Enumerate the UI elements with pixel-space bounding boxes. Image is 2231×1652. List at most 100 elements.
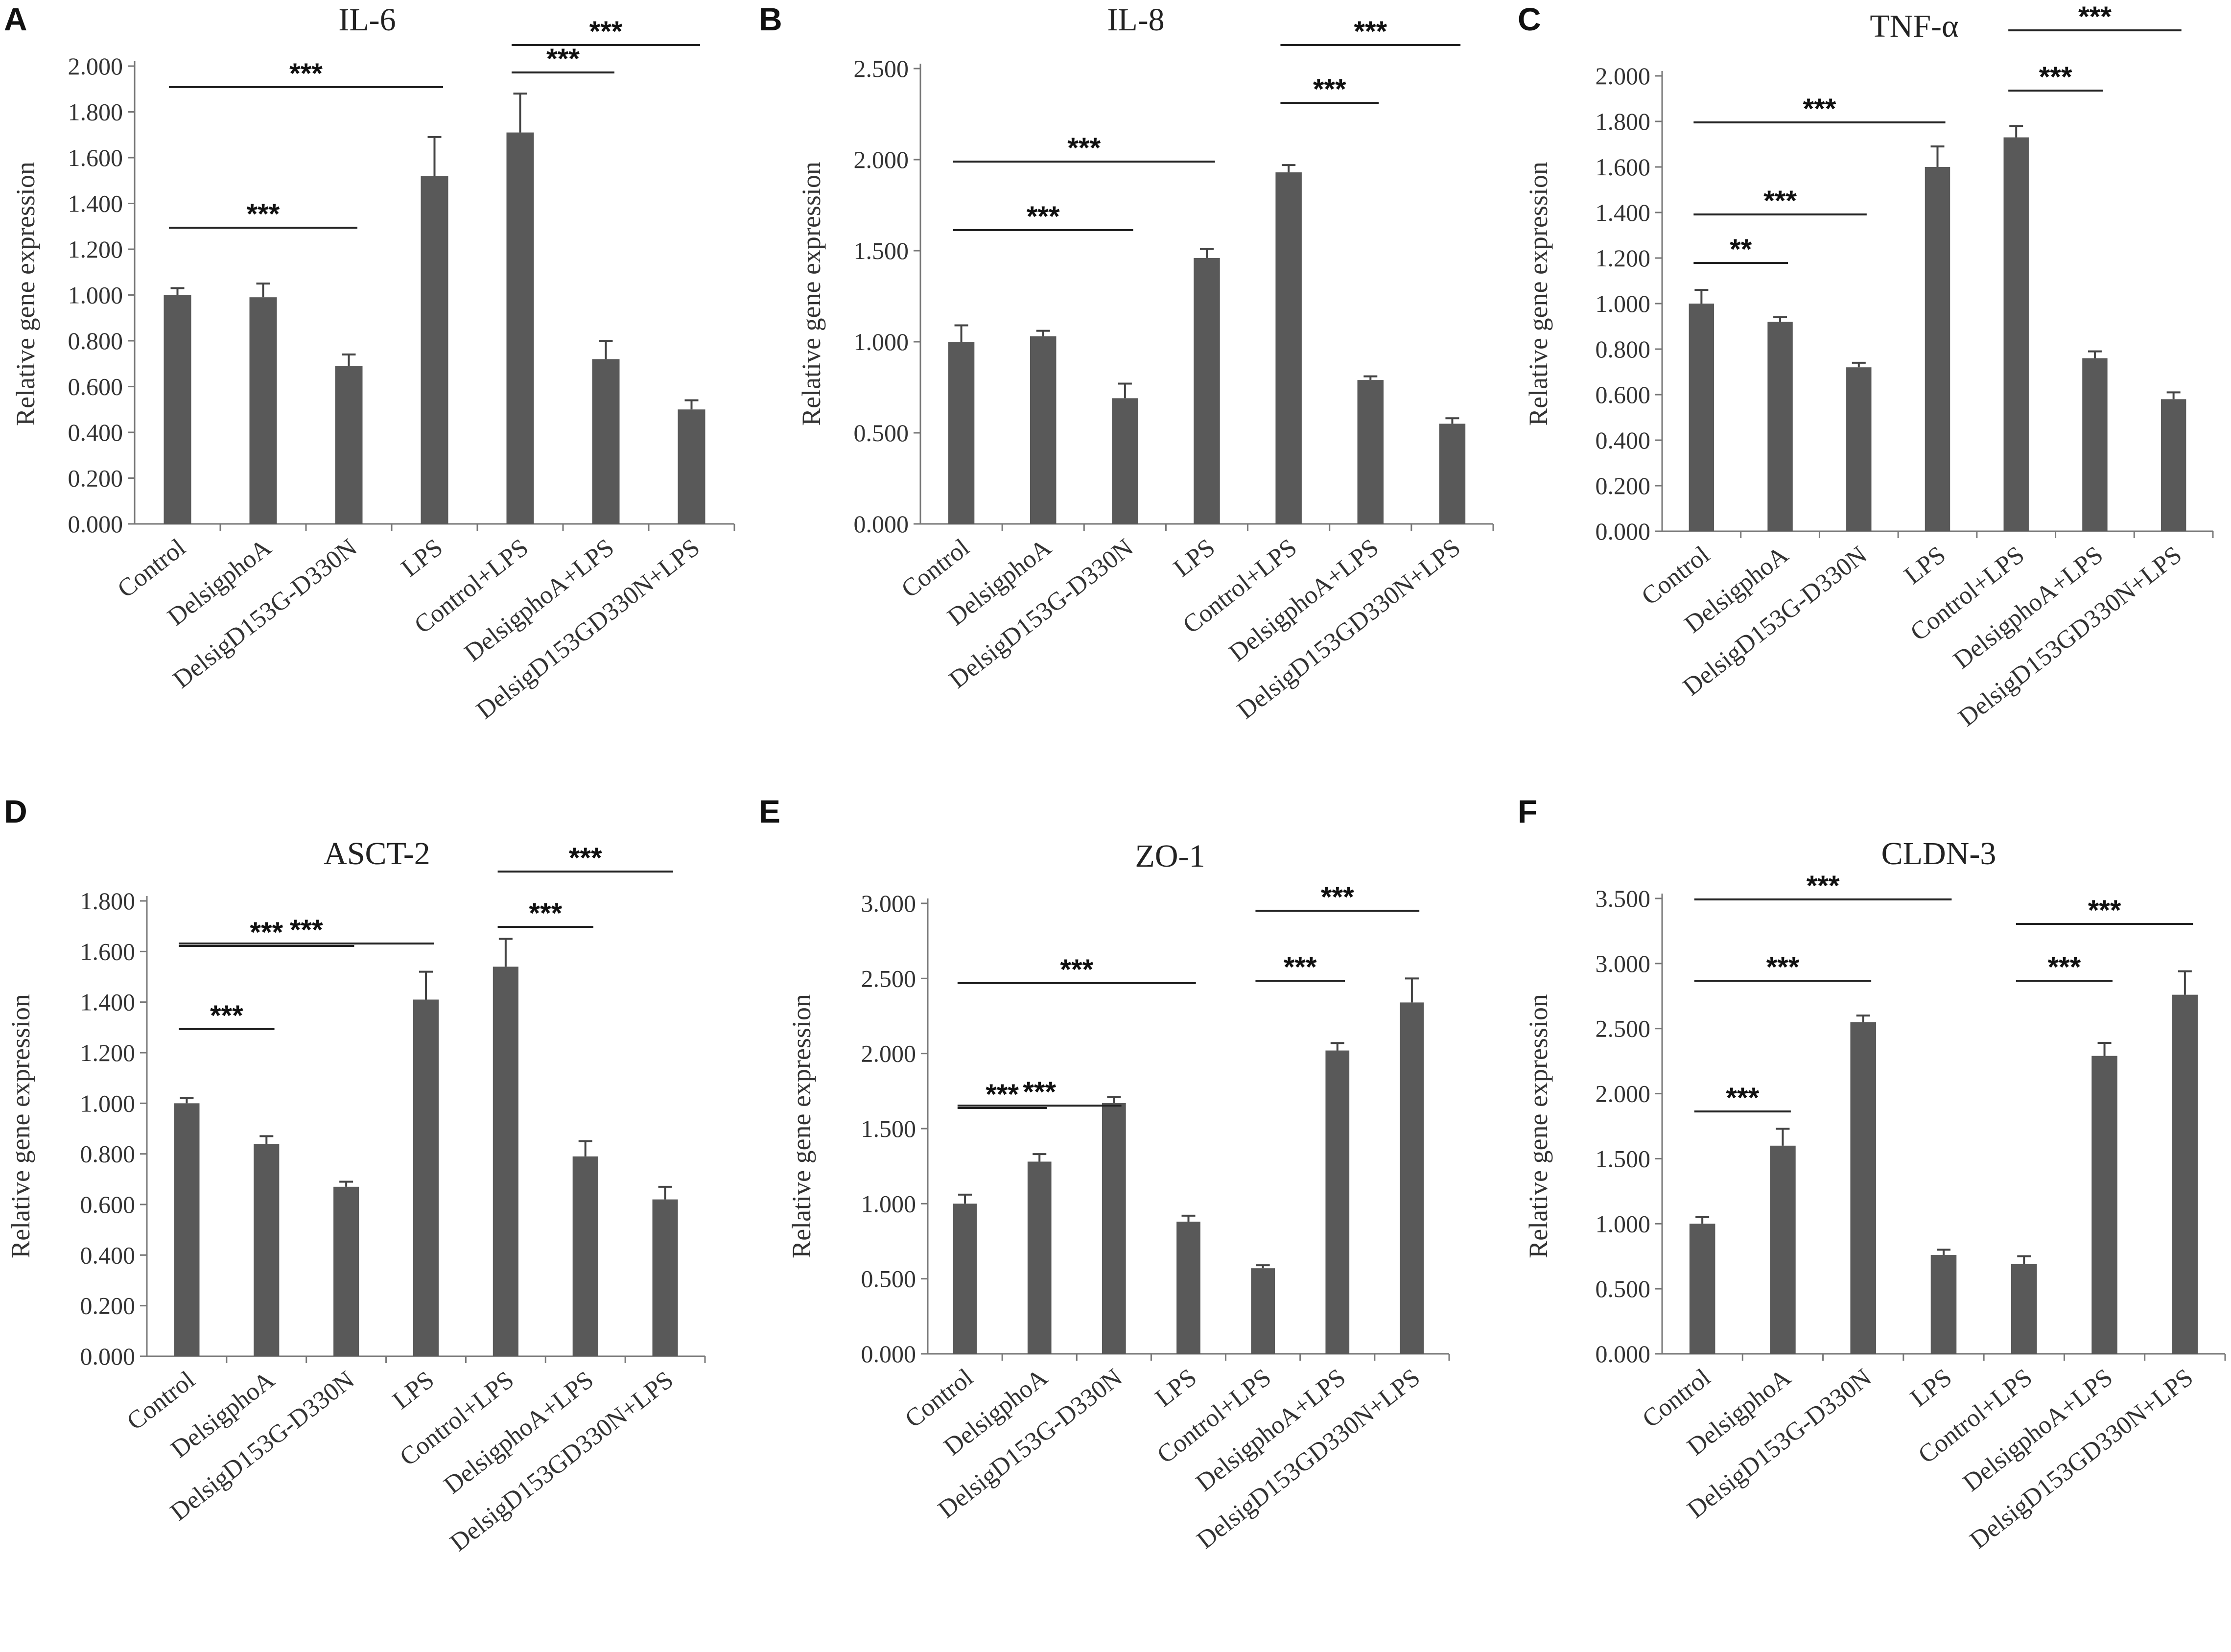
bar	[2172, 994, 2198, 1354]
significance-label: ***	[1766, 951, 1800, 983]
bar	[1251, 1268, 1275, 1354]
bar	[1176, 1222, 1200, 1354]
y-tick-label: 1.000	[861, 1190, 916, 1217]
y-tick-label: 0.500	[1596, 1275, 1651, 1302]
significance-label: ***	[2039, 61, 2072, 93]
bar	[1275, 172, 1302, 524]
bar	[592, 359, 620, 524]
y-tick-label: 2.000	[1596, 1080, 1651, 1108]
chart-panel-a: A IL-6 Relative gene expression 0.000 0.200 0…	[4, 1, 735, 725]
category-label: Control	[113, 534, 191, 604]
significance-label: ***	[1023, 1076, 1056, 1108]
y-tick-label: 1.800	[1596, 108, 1651, 135]
bar	[164, 295, 191, 524]
significance-label: ***	[1726, 1082, 1759, 1114]
y-tick-label: 2.000	[68, 52, 123, 80]
significance-label: ***	[546, 43, 580, 75]
bar	[948, 342, 975, 524]
chart-title: IL-8	[1107, 2, 1164, 38]
y-tick-label: 1.200	[68, 236, 123, 263]
bar	[1357, 380, 1384, 524]
y-tick-label: 0.400	[1596, 426, 1651, 454]
y-tick-label: 1.000	[68, 282, 123, 309]
y-tick-label: 1.000	[1596, 290, 1651, 317]
significance-label: ***	[1354, 16, 1387, 47]
category-label: LPS	[1169, 534, 1221, 583]
significance-label: ***	[290, 914, 323, 946]
panel-letter: E	[759, 793, 780, 829]
category-label: LPS	[1899, 541, 1951, 590]
y-tick-label: 1.400	[1596, 199, 1651, 226]
significance-label: ***	[1763, 185, 1797, 217]
panel-letter: F	[1518, 793, 1537, 829]
bar	[1102, 1103, 1126, 1354]
y-tick-label: 1.200	[1596, 244, 1651, 272]
y-axis-label: Relative gene expression	[797, 162, 826, 426]
significance-label: ***	[1284, 951, 1317, 983]
bar	[1930, 1255, 1957, 1354]
significance-label: ***	[1807, 870, 1840, 902]
bar	[1194, 258, 1220, 524]
y-tick-label: 0.500	[861, 1265, 916, 1293]
y-tick-label: 0.000	[854, 510, 909, 538]
bar	[2003, 137, 2029, 531]
bar	[1767, 322, 1793, 531]
y-tick-label: 3.500	[1596, 885, 1651, 912]
bar	[1439, 424, 1466, 524]
significance-label: ***	[2088, 895, 2121, 926]
y-tick-label: 1.800	[80, 887, 136, 915]
significance-label: ***	[1027, 201, 1060, 233]
significance-label: ***	[2048, 951, 2081, 983]
y-tick-label: 2.500	[1596, 1015, 1651, 1042]
y-tick-label: 1.000	[1596, 1210, 1651, 1237]
y-tick-label: 1.000	[80, 1089, 136, 1117]
panel-letter: B	[759, 1, 782, 37]
significance-label: ***	[1803, 93, 1836, 125]
bar	[2161, 399, 2186, 531]
significance-label: ***	[1313, 73, 1346, 105]
y-tick-label: 0.200	[80, 1292, 136, 1320]
bar	[1689, 1224, 1715, 1354]
y-tick-label: 0.000	[68, 510, 123, 538]
y-tick-label: 2.500	[861, 965, 916, 992]
significance-label: ***	[1060, 954, 1093, 986]
bar	[333, 1186, 359, 1356]
y-tick-label: 2.000	[1596, 62, 1651, 90]
significance-label: ***	[2078, 1, 2112, 33]
y-tick-label: 1.600	[68, 144, 123, 171]
chart-panel-d: D ASCT-2 Relative gene expression 0.000 0.20…	[4, 793, 706, 1557]
category-label: LPS	[1150, 1364, 1202, 1413]
bar	[1030, 336, 1057, 524]
chart-panel-c: C TNF-α Relative gene expression 0.000 0.200…	[1518, 1, 2214, 732]
y-tick-label: 0.000	[80, 1343, 136, 1370]
bar	[2082, 358, 2108, 531]
significance-label: ***	[1067, 132, 1101, 164]
bar	[335, 366, 363, 524]
bar	[1027, 1161, 1052, 1354]
y-tick-label: 2.000	[854, 146, 909, 173]
y-tick-label: 1.200	[80, 1039, 136, 1066]
y-axis-label: Relative gene expression	[11, 162, 40, 426]
chart-panel-e: E ZO-1 Relative gene expression 0.000 0.500 1…	[759, 793, 1450, 1555]
chart-title: ASCT-2	[324, 836, 430, 872]
panel-letter: D	[4, 793, 27, 829]
y-axis-label: Relative gene expression	[1524, 162, 1553, 426]
bar	[2091, 1056, 2117, 1354]
bar	[1925, 167, 1950, 531]
y-tick-label: 0.600	[68, 373, 123, 401]
bar	[1846, 367, 1872, 531]
y-tick-label: 2.500	[854, 55, 909, 82]
y-tick-label: 3.000	[861, 890, 916, 917]
bar	[493, 967, 518, 1356]
bar	[572, 1156, 598, 1356]
bar	[1850, 1022, 1876, 1354]
y-tick-label: 1.600	[80, 938, 136, 965]
bar	[2011, 1264, 2037, 1354]
bar	[254, 1144, 280, 1356]
category-label: LPS	[396, 534, 448, 583]
significance-label: **	[1730, 234, 1752, 265]
bar	[953, 1204, 977, 1354]
y-tick-label: 1.400	[80, 989, 136, 1016]
y-tick-label: 0.600	[1596, 381, 1651, 408]
y-tick-label: 0.500	[854, 419, 909, 447]
